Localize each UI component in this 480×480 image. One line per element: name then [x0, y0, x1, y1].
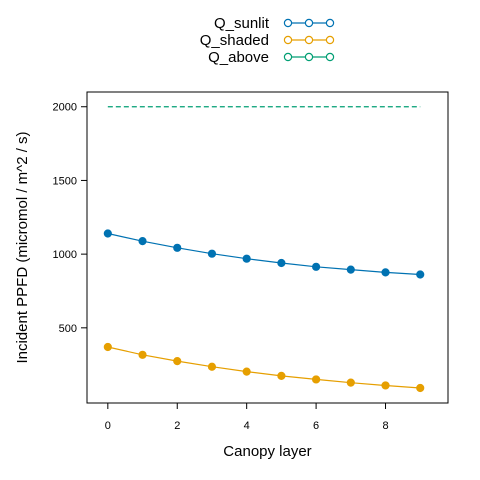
data-point-q-shaded	[311, 375, 321, 384]
data-point-q-sunlit	[311, 262, 321, 271]
data-point-q-sunlit	[416, 270, 425, 279]
x-tick-label: 0	[105, 420, 111, 432]
series-line-q-sunlit	[107, 232, 421, 276]
y-axis-title: Incident PPFD (micromol / m^2 / s)	[14, 131, 31, 363]
x-tick-label: 4	[244, 420, 250, 432]
legend-label-q-above: Q_above	[208, 49, 269, 66]
legend-marker-q-above	[304, 52, 314, 62]
legend-marker-q-sunlit	[304, 18, 314, 28]
legend-label-q-sunlit: Q_sunlit	[214, 15, 270, 32]
plot-frame	[86, 91, 449, 404]
legend-item-q-shaded: Q_shaded	[200, 32, 335, 49]
data-point-q-shaded	[416, 383, 425, 393]
legend-marker-q-shaded	[325, 35, 335, 45]
x-tick-label: 6	[313, 420, 319, 432]
x-tick-label: 8	[382, 420, 388, 432]
legend-marker-q-above	[325, 52, 335, 62]
y-tick-label: 2000	[53, 102, 77, 114]
data-point-q-shaded	[346, 378, 355, 387]
series-line-q-shaded	[107, 346, 421, 389]
legend-marker-q-shaded	[283, 35, 293, 45]
x-axis: 0 2 4 6 8	[105, 403, 389, 432]
y-tick-label: 500	[59, 323, 77, 335]
legend-label-q-shaded: Q_shaded	[200, 32, 269, 49]
data-point-q-shaded	[242, 367, 251, 376]
legend-marker-q-sunlit	[325, 18, 335, 28]
legend-item-q-sunlit: Q_sunlit	[214, 15, 335, 32]
y-axis: 500 1000 1500 2000	[53, 102, 87, 335]
data-point-q-sunlit	[242, 254, 251, 263]
series-layer	[103, 106, 425, 393]
data-point-q-sunlit	[277, 258, 286, 268]
data-point-q-sunlit	[103, 229, 112, 238]
data-point-q-shaded	[138, 350, 147, 359]
data-point-q-sunlit	[381, 268, 390, 277]
data-point-q-sunlit	[173, 243, 182, 252]
legend-marker-q-sunlit	[283, 18, 293, 28]
legend-marker-q-above	[283, 52, 293, 62]
data-point-q-shaded	[207, 362, 217, 371]
data-point-q-shaded	[103, 342, 112, 352]
data-point-q-sunlit	[138, 237, 147, 246]
y-tick-label: 1500	[53, 175, 77, 187]
data-point-q-sunlit	[346, 265, 355, 274]
x-axis-title: Canopy layer	[223, 443, 311, 460]
legend-item-q-above: Q_above	[208, 49, 335, 66]
data-point-q-shaded	[381, 381, 390, 390]
legend-marker-q-shaded	[304, 35, 314, 45]
y-tick-label: 1000	[53, 249, 77, 261]
x-tick-label: 2	[174, 420, 180, 432]
data-point-q-shaded	[277, 371, 286, 380]
data-point-q-shaded	[173, 357, 182, 366]
data-point-q-sunlit	[207, 249, 217, 258]
